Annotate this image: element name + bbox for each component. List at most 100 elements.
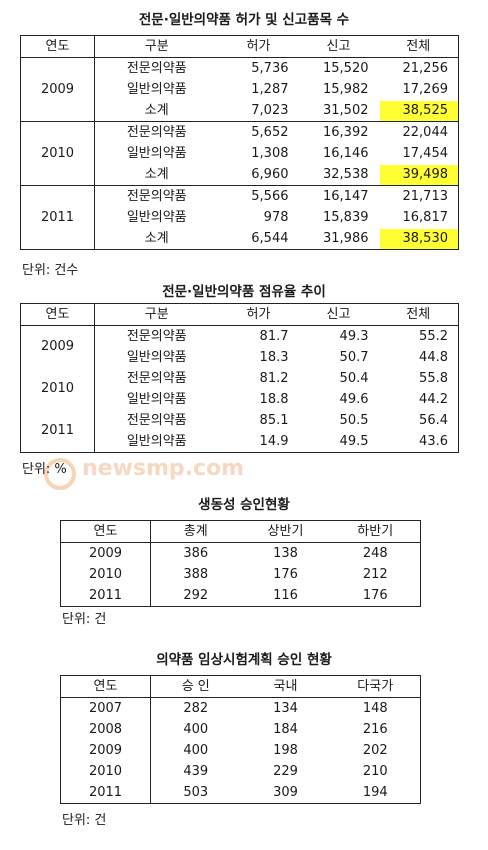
table4-header-cell: 국내 xyxy=(240,675,331,698)
table1-title: 전문·일반의약품 허가 및 신고품목 수 xyxy=(138,12,350,28)
permit-report-count-table: 연도 구분 허가 신고 전체 2009 전문의약품 5,736 15,520 21,25… xyxy=(20,35,459,250)
total-cell: 38,530 xyxy=(378,228,459,250)
table3-header-cell: 하반기 xyxy=(330,520,421,543)
table3-header-cell: 연도 xyxy=(60,520,151,543)
year-cell: 2008 xyxy=(60,719,151,740)
table4-unit-note: 단위: 건 xyxy=(62,813,107,828)
type-cell: 일반의약품 xyxy=(126,145,187,161)
value-cell: 202 xyxy=(362,742,388,758)
total-cell: 21,713 xyxy=(402,188,449,204)
table3-header-row: 연도 총계 상반기 하반기 xyxy=(60,520,421,543)
value-cell: 212 xyxy=(362,566,388,582)
highlighted-total: 38,525 xyxy=(380,100,458,121)
watermark-logo-icon xyxy=(44,458,76,490)
table-row: 일반의약품 1,287 15,982 17,269 xyxy=(21,79,459,100)
value-cell: 138 xyxy=(273,545,298,561)
value-cell: 400 xyxy=(183,721,209,737)
type-cell: 전문의약품 xyxy=(126,370,187,386)
report-cell: 31,986 xyxy=(298,228,379,250)
year-cell: 2010 xyxy=(60,761,151,782)
table1-header-row: 연도 구분 허가 신고 전체 xyxy=(20,35,459,58)
total-cell: 38,525 xyxy=(378,100,459,122)
value-cell: 210 xyxy=(362,763,388,779)
value-cell: 176 xyxy=(273,566,298,582)
permit-cell: 1,308 xyxy=(251,145,289,161)
table-row: 2010 전문의약품 5,652 16,392 22,044 xyxy=(20,121,459,186)
table3-title: 생동성 승인현황 xyxy=(198,497,290,513)
total-cell: 21,256 xyxy=(402,60,449,76)
permit-cell: 978 xyxy=(263,209,289,225)
table4-header-cell: 다국가 xyxy=(330,675,421,698)
table3-header-cell: 총계 xyxy=(150,520,241,543)
table1-header-permit: 허가 xyxy=(218,35,299,58)
type-cell: 전문의약품 xyxy=(126,328,187,344)
table-row: 일반의약품 978 15,839 16,817 xyxy=(21,207,459,228)
total-cell: 44.2 xyxy=(419,391,448,407)
type-cell: 일반의약품 xyxy=(126,391,187,407)
year-cell: 2009 xyxy=(60,542,151,564)
table-row: 일반의약품 18.8 49.6 44.2 xyxy=(21,389,459,410)
value-cell: 292 xyxy=(183,587,209,603)
report-cell: 49.6 xyxy=(339,391,369,407)
total-cell: 55.2 xyxy=(419,328,448,344)
permit-cell: 5,566 xyxy=(251,188,289,204)
type-cell: 일반의약품 xyxy=(126,81,187,97)
value-cell: 116 xyxy=(273,587,298,603)
permit-cell: 14.9 xyxy=(259,433,289,449)
permit-cell: 81.2 xyxy=(259,370,289,386)
watermark-text: newsmp.com xyxy=(82,456,245,481)
highlighted-total: 38,530 xyxy=(380,228,458,249)
table-row: 소계 6,960 32,538 39,498 xyxy=(21,164,459,186)
year-cell: 2010 xyxy=(60,564,151,585)
year-cell: 2007 xyxy=(60,697,151,719)
value-cell: 503 xyxy=(183,784,209,800)
year-cell: 2010 xyxy=(20,121,95,186)
year-cell: 2009 xyxy=(60,740,151,761)
clinical-trial-approval-table: 연도 승 인 국내 다국가 2007 282 134 148 2008 400 184 216 2009… xyxy=(60,675,421,804)
report-cell: 49.5 xyxy=(339,433,369,449)
year-cell: 2009 xyxy=(20,57,95,122)
table4-header-row: 연도 승 인 국내 다국가 xyxy=(60,675,421,698)
table-row: 2011 292 116 176 xyxy=(60,585,421,607)
table-row: 2007 282 134 148 xyxy=(60,697,421,719)
total-cell: 22,044 xyxy=(402,124,449,140)
permit-cell: 6,960 xyxy=(218,164,299,186)
value-cell: 176 xyxy=(362,587,388,603)
table-row: 2010 439 229 210 xyxy=(60,761,421,782)
table-row: 2010 388 176 212 xyxy=(60,564,421,585)
total-cell: 17,454 xyxy=(402,145,449,161)
bioequivalence-approval-table: 연도 총계 상반기 하반기 2009 386 138 248 2010 388 176 212 2011… xyxy=(60,520,421,607)
table3-unit-note: 단위: 건 xyxy=(62,612,107,627)
type-cell: 전문의약품 xyxy=(126,188,187,204)
type-cell: 소계 xyxy=(94,100,219,122)
total-cell: 43.6 xyxy=(419,433,448,449)
value-cell: 439 xyxy=(183,763,209,779)
permit-cell: 5,652 xyxy=(251,124,289,140)
report-cell: 16,147 xyxy=(323,188,369,204)
value-cell: 400 xyxy=(183,742,209,758)
type-cell: 일반의약품 xyxy=(126,209,187,225)
total-cell: 16,817 xyxy=(402,209,449,225)
report-cell: 16,392 xyxy=(323,124,369,140)
permit-cell: 85.1 xyxy=(259,412,289,428)
value-cell: 248 xyxy=(362,545,388,561)
table1-header-report: 신고 xyxy=(298,35,379,58)
type-cell: 전문의약품 xyxy=(126,412,187,428)
newsmp-watermark: newsmp.com xyxy=(40,452,244,490)
table-row: 2008 400 184 216 xyxy=(60,719,421,740)
value-cell: 184 xyxy=(273,721,298,737)
table2-header-row: 연도 구분 허가 신고 전체 xyxy=(20,303,459,326)
table4-header-cell: 승 인 xyxy=(150,675,241,698)
table-row: 2010 전문의약품 81.2 50.4 55.8 xyxy=(20,368,459,410)
type-cell: 소계 xyxy=(94,228,219,250)
table-row: 일반의약품 1,308 16,146 17,454 xyxy=(21,143,459,164)
value-cell: 134 xyxy=(273,700,298,716)
permit-cell: 6,544 xyxy=(218,228,299,250)
value-cell: 194 xyxy=(362,784,388,800)
table-row: 2011 503 309 194 xyxy=(60,782,421,804)
table-row: 2009 전문의약품 5,736 15,520 21,256 xyxy=(20,57,459,122)
year-cell: 2009 xyxy=(20,325,95,368)
value-cell: 386 xyxy=(183,545,209,561)
value-cell: 229 xyxy=(273,763,298,779)
highlighted-total: 39,498 xyxy=(380,164,458,185)
